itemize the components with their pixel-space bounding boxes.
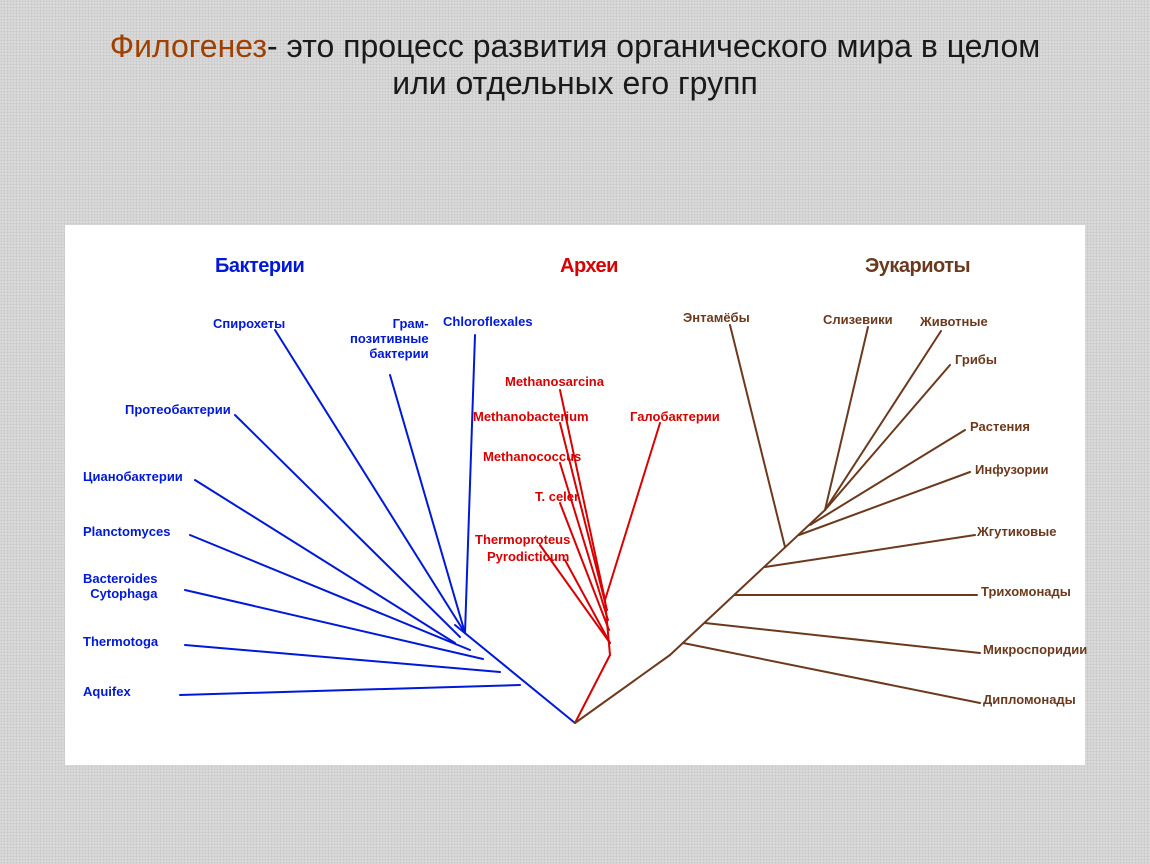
taxon-bacteria: Planctomyces <box>83 525 170 540</box>
domain-label-bacteria: Бактерии <box>215 255 304 278</box>
taxon-archaea: Thermoproteus <box>475 533 570 548</box>
taxon-eukaryota: Животные <box>920 315 988 330</box>
taxon-archaea: Галобактерии <box>630 410 720 425</box>
taxon-eukaryota: Растения <box>970 420 1030 435</box>
taxon-archaea: Methanobacterium <box>473 410 589 425</box>
taxon-bacteria: Thermotoga <box>83 635 158 650</box>
domain-label-archaea: Археи <box>560 255 618 278</box>
taxon-bacteria: Bacteroides Cytophaga <box>83 572 157 602</box>
title-highlight: Филогенез <box>110 28 267 64</box>
taxon-bacteria: Цианобактерии <box>83 470 183 485</box>
taxon-bacteria: Спирохеты <box>213 317 285 332</box>
taxon-bacteria: Протеобактерии <box>125 403 231 418</box>
taxon-bacteria: Chloroflexales <box>443 315 533 330</box>
taxon-eukaryota: Грибы <box>955 353 997 368</box>
taxon-eukaryota: Микроспоридии <box>983 643 1087 658</box>
taxon-eukaryota: Дипломонады <box>983 693 1076 708</box>
taxon-eukaryota: Энтамёбы <box>683 311 750 326</box>
phylogenetic-tree-diagram: Бактерии Археи Эукариоты Спирохеты Грам- поз… <box>65 225 1085 765</box>
taxon-eukaryota: Слизевики <box>823 313 893 328</box>
taxon-bacteria: Aquifex <box>83 685 131 700</box>
taxon-bacteria: Грам- позитивные бактерии <box>350 317 429 362</box>
taxon-archaea: Methanococcus <box>483 450 581 465</box>
taxon-archaea: Methanosarcina <box>505 375 604 390</box>
taxon-eukaryota: Жгутиковые <box>977 525 1057 540</box>
taxon-archaea: Pyrodicticum <box>487 550 569 565</box>
slide-title: Филогенез- это процесс развития органиче… <box>0 0 1150 102</box>
taxon-eukaryota: Инфузории <box>975 463 1048 478</box>
title-rest: - это процесс развития органического мир… <box>267 28 1040 101</box>
taxon-archaea: T. celer <box>535 490 579 505</box>
domain-label-eukaryota: Эукариоты <box>865 255 970 278</box>
taxon-eukaryota: Трихомонады <box>981 585 1071 600</box>
